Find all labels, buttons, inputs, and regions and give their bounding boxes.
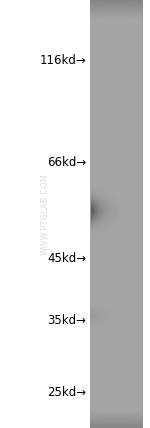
- Text: WWW.PTGLAB.COM: WWW.PTGLAB.COM: [40, 173, 50, 255]
- Text: 66kd→: 66kd→: [47, 157, 86, 169]
- Text: 116kd→: 116kd→: [39, 54, 86, 66]
- Text: 35kd→: 35kd→: [47, 313, 86, 327]
- Text: 45kd→: 45kd→: [47, 252, 86, 265]
- Text: 25kd→: 25kd→: [47, 386, 86, 399]
